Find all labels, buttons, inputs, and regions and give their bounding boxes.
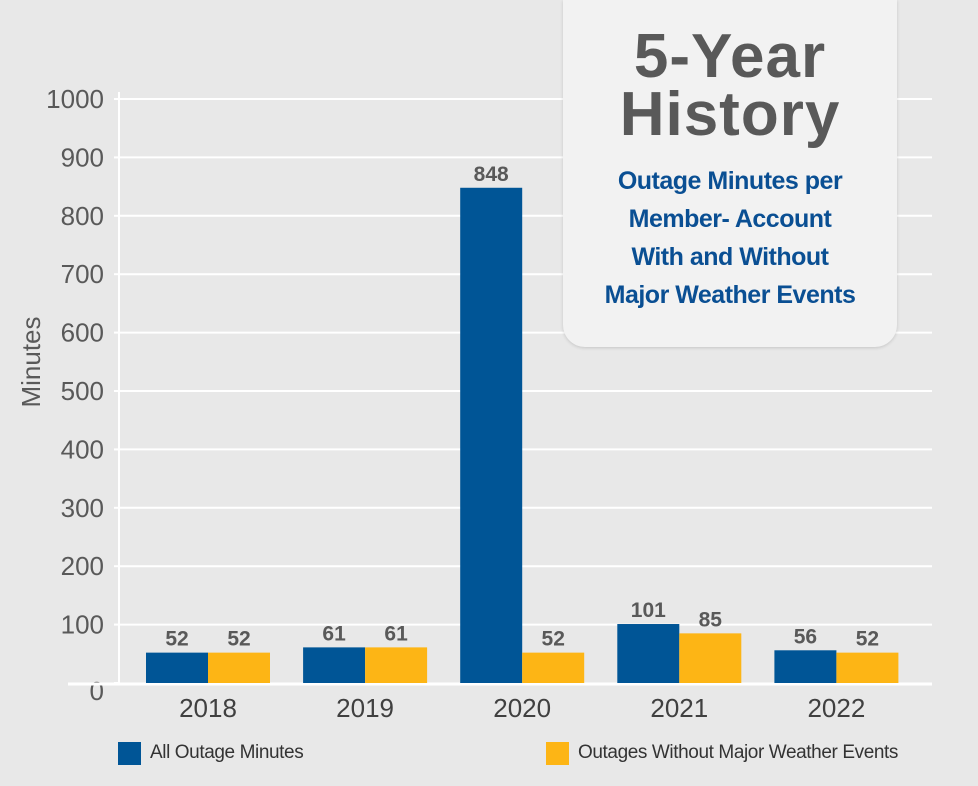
- subtitle-line-4: Major Weather Events: [604, 281, 856, 309]
- bar-without-weather-2019: [365, 647, 428, 683]
- bar-without-weather-2020: [522, 652, 585, 683]
- title-line-2: History: [619, 80, 841, 149]
- title-panel: 5-Year History Outage Minutes per Member…: [563, 0, 897, 347]
- y-tick-label: 900: [61, 142, 104, 172]
- data-label: 848: [474, 163, 509, 186]
- subtitle-line-1: Outage Minutes per: [617, 167, 843, 195]
- legend-swatch-without-weather: [546, 741, 569, 765]
- chart-subtitle: Outage Minutes per Member- Account With …: [563, 162, 897, 314]
- y-tick-label: 0: [90, 676, 104, 706]
- y-tick-label: 1000: [46, 84, 104, 114]
- x-tick-label-2022: 2022: [807, 693, 865, 723]
- y-tick-label: 100: [61, 610, 104, 640]
- data-label: 61: [384, 622, 408, 645]
- legend-item-all-outage: All Outage Minutes: [118, 740, 304, 766]
- y-tick-label: 600: [61, 318, 104, 348]
- y-axis-label: Minutes: [16, 316, 46, 407]
- legend-label-all-outage: All Outage Minutes: [150, 742, 304, 763]
- y-tick-label: 500: [61, 376, 104, 406]
- subtitle-line-3: With and Without: [631, 243, 829, 271]
- y-tick-label: 700: [61, 259, 104, 289]
- chart-title: 5-Year History: [563, 22, 897, 149]
- data-labels: 52 52 61 61 848 52 101 85 56 52: [165, 163, 879, 651]
- subtitle-line-2: Member- Account: [628, 205, 832, 233]
- bar-all-outage-2022: [774, 650, 837, 683]
- x-tick-label-2021: 2021: [650, 693, 708, 723]
- bar-without-weather-2021: [679, 633, 742, 683]
- data-label: 85: [699, 608, 723, 631]
- bar-without-weather-2022: [836, 652, 899, 683]
- data-label: 101: [631, 599, 666, 622]
- bars: [146, 187, 899, 683]
- legend-item-without-weather: Outages Without Major Weather Events: [546, 740, 898, 766]
- data-label: 52: [165, 628, 188, 651]
- x-tick-label-2019: 2019: [336, 693, 394, 723]
- y-tick-label: 800: [61, 201, 104, 231]
- y-tick-label: 400: [61, 434, 104, 464]
- bar-without-weather-2018: [208, 652, 270, 683]
- x-tick-label-2020: 2020: [493, 693, 551, 723]
- bar-all-outage-2020: [460, 187, 523, 683]
- bar-all-outage-2021: [617, 624, 680, 683]
- data-label: 56: [794, 625, 817, 648]
- data-label: 52: [542, 628, 565, 651]
- legend-swatch-all-outage: [118, 741, 141, 765]
- data-label: 52: [227, 628, 250, 651]
- data-label: 61: [322, 622, 346, 645]
- data-label: 52: [856, 628, 879, 651]
- bar-all-outage-2019: [303, 647, 366, 683]
- x-tick-label-2018: 2018: [179, 693, 237, 723]
- bar-all-outage-2018: [146, 652, 208, 683]
- axes: 0 100 200 300 400 500 600 700 800 900 1000 2018 2019…: [46, 84, 932, 723]
- y-tick-label: 200: [61, 551, 104, 581]
- y-tick-label: 300: [61, 493, 104, 523]
- legend-label-without-weather: Outages Without Major Weather Events: [578, 742, 899, 763]
- title-line-1: 5-Year: [633, 22, 827, 91]
